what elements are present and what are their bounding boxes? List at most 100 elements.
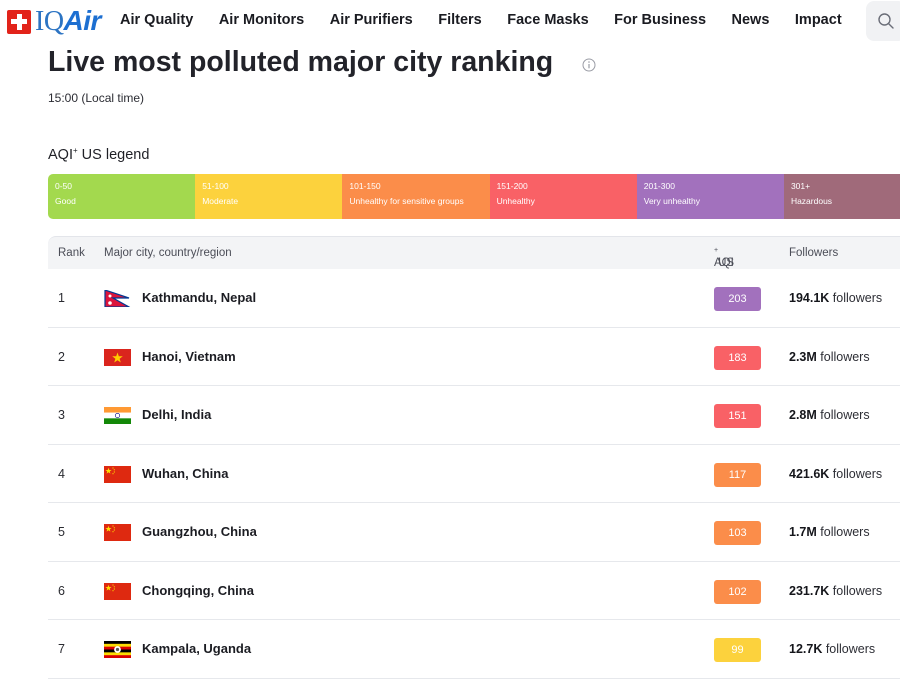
nav-air-monitors[interactable]: Air Monitors (218, 12, 305, 28)
city-link[interactable]: Chongqing, China (142, 582, 254, 598)
rank-number: 4 (58, 466, 65, 481)
table-row[interactable]: 2 Hanoi, Vietnam 183 2.3M followers (48, 328, 900, 386)
aqi-badge: 183 (714, 345, 761, 370)
table-row[interactable]: 4 Wuhan, China 117 421.6K followers (48, 445, 900, 503)
table-row[interactable]: 1 Kathmandu, Nepal 203 194.1K followers (48, 269, 900, 328)
legend-range: 201-300 (643, 181, 675, 191)
header-rank: Rank (58, 247, 85, 259)
city-link[interactable]: Guangzhou, China (142, 524, 257, 539)
followers-number: 231.7K (789, 583, 830, 598)
aqi-badge: 103 (714, 521, 761, 545)
legend-segment-hazardous: 301+ Hazardous (783, 174, 900, 219)
followers-count: 2.3M followers (789, 350, 870, 364)
legend-segment-unhealthy-for-sensitive-groups: 101-150 Unhealthy for sensitive groups (342, 174, 490, 219)
top-navigation: IQAir Air Quality Air Monitors Air Purifie… (0, 0, 900, 42)
rank-number: 2 (58, 349, 65, 364)
city-link[interactable]: Kampala, Uganda (142, 641, 252, 656)
rank-number: 1 (58, 291, 65, 305)
main-menu: Air Quality Air Monitors Air Purifiers Filt… (120, 12, 867, 28)
nav-air-purifiers[interactable]: Air Purifiers (329, 12, 413, 28)
table-row[interactable]: 3 Delhi, India 151 2.8M followers (48, 386, 900, 445)
followers-number: 1.7M (789, 525, 817, 539)
legend-range: 0-50 (55, 181, 73, 191)
iqair-logo[interactable]: IQAir (7, 5, 101, 37)
legend-label: Unhealthy (496, 196, 535, 206)
india-flag-icon (104, 407, 131, 424)
rank-number: 5 (58, 525, 65, 539)
local-time: 15:00 (Local time) (48, 91, 145, 105)
nav-filters[interactable]: Filters (438, 12, 482, 28)
followers-number: 2.8M (789, 408, 817, 422)
table-header: Rank Major city, country/region AQI + US … (48, 236, 900, 269)
aqi-badge: 203 (714, 287, 761, 311)
header-city: Major city, country/region (104, 247, 232, 259)
followers-number: 12.7K (789, 642, 823, 656)
followers-suffix: followers (822, 642, 876, 656)
legend-label: Hazardous (790, 196, 833, 206)
legend-label: Good (55, 196, 76, 206)
header-aqi: AQI + US (714, 247, 735, 269)
table-row[interactable]: 5 Guangzhou, China 103 1.7M followers (48, 503, 900, 562)
vietnam-flag-icon (104, 348, 131, 366)
legend-label: Moderate (202, 196, 239, 206)
followers-suffix: followers (829, 466, 883, 481)
nepal-flag-icon (104, 290, 131, 307)
followers-suffix: followers (816, 349, 870, 364)
search-button[interactable] (866, 1, 900, 41)
table-body: 1 Kathmandu, Nepal 203 194.1K followers 2 Han… (48, 269, 900, 679)
legend-range: 101-150 (349, 181, 381, 191)
brand-wordmark: IQAir (35, 5, 101, 37)
nav-for-business[interactable]: For Business (614, 12, 707, 28)
page-title: Live most polluted major city ranking (48, 46, 554, 78)
china-flag-icon (104, 465, 131, 483)
nav-face-masks[interactable]: Face Masks (507, 12, 589, 28)
followers-number: 194.1K (789, 291, 830, 305)
aqi-badge: 151 (714, 404, 761, 428)
nav-impact[interactable]: Impact (794, 12, 842, 28)
nav-air-quality[interactable]: Air Quality (120, 12, 194, 28)
table-row[interactable]: 6 Chongqing, China 102 231.7K followers (48, 562, 900, 620)
followers-number: 421.6K (789, 466, 830, 481)
rank-number: 6 (58, 583, 65, 598)
followers-suffix: followers (829, 583, 883, 598)
followers-number: 2.3M (789, 349, 817, 364)
info-icon[interactable] (582, 58, 596, 72)
followers-count: 231.7K followers (789, 584, 882, 598)
table-row[interactable]: 7 Kampala, Uganda 99 12.7K followers (48, 620, 900, 679)
city-link[interactable]: Delhi, India (142, 407, 212, 422)
followers-count: 421.6K followers (789, 467, 882, 481)
aqi-badge: 99 (714, 638, 761, 662)
followers-suffix: followers (816, 525, 870, 539)
followers-count: 12.7K followers (789, 642, 875, 656)
uganda-flag-icon (104, 641, 131, 658)
city-link[interactable]: Kathmandu, Nepal (142, 290, 257, 305)
aqi-badge: 102 (714, 579, 761, 604)
search-icon (878, 13, 894, 29)
legend-range: 301+ (790, 181, 811, 191)
followers-count: 2.8M followers (789, 408, 870, 422)
legend-range: 151-200 (496, 181, 528, 191)
city-ranking-table: Rank Major city, country/region AQI + US … (48, 236, 900, 679)
followers-count: 194.1K followers (789, 291, 882, 305)
legend-title: AQI+ US legend (48, 146, 150, 163)
aqi-legend: 0-50 Good 51-100 Moderate 101-150 Unhealthy f… (48, 174, 900, 219)
aqi-badge: 117 (714, 462, 761, 487)
header-followers: Followers (789, 247, 839, 259)
nav-news[interactable]: News (731, 12, 770, 28)
followers-suffix: followers (816, 408, 870, 422)
city-link[interactable]: Hanoi, Vietnam (142, 348, 236, 364)
china-flag-icon (104, 582, 131, 600)
legend-label: Unhealthy for sensitive groups (349, 196, 464, 206)
city-link[interactable]: Wuhan, China (142, 465, 229, 481)
legend-label: Very unhealthy (643, 196, 700, 206)
legend-segment-very-unhealthy: 201-300 Very unhealthy (636, 174, 784, 219)
rank-number: 3 (58, 408, 65, 422)
legend-segment-moderate: 51-100 Moderate (195, 174, 343, 219)
followers-suffix: followers (829, 291, 883, 305)
legend-segment-good: 0-50 Good (48, 174, 196, 219)
followers-count: 1.7M followers (789, 525, 870, 539)
swiss-flag-icon (7, 9, 31, 34)
legend-segment-unhealthy: 151-200 Unhealthy (489, 174, 637, 219)
legend-range: 51-100 (202, 181, 229, 191)
rank-number: 7 (58, 642, 65, 656)
